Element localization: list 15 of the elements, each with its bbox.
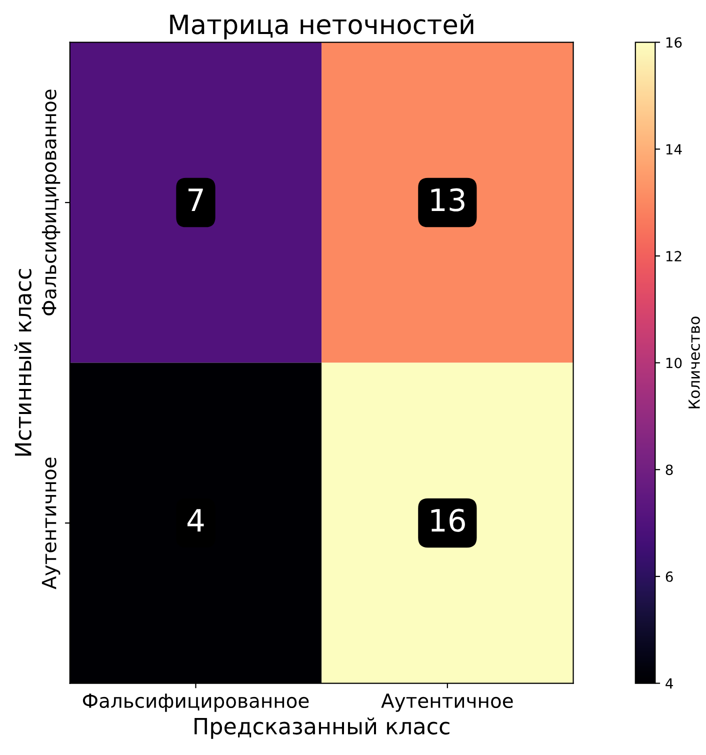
color-bar-label: 16	[666, 37, 682, 48]
color-bar-label: 4	[666, 678, 673, 689]
color-bar-label: 6	[666, 571, 673, 582]
data-label: 4	[188, 509, 204, 532]
color-bar-title: Количество	[688, 316, 700, 408]
color-bar-label: 12	[666, 250, 682, 262]
data-label: 16	[431, 508, 465, 532]
x-axis-title: Предсказанный класс	[194, 717, 450, 739]
color-bar-label: 8	[666, 464, 673, 476]
color-bar-label: 14	[666, 144, 682, 154]
data-label: 7	[188, 188, 203, 211]
y-axis-title: Истинный класс	[14, 269, 32, 456]
color-bar-label: 10	[666, 358, 682, 368]
data-label: 13	[431, 188, 464, 212]
chart-title: Матрица неточностей	[170, 14, 474, 40]
